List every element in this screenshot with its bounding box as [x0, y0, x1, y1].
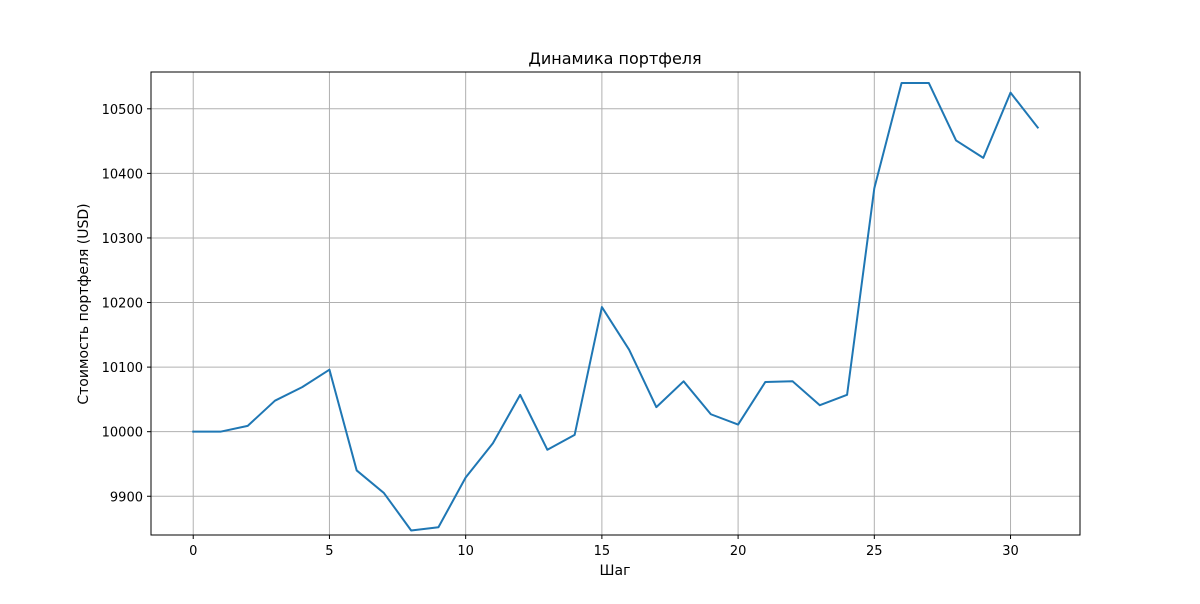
y-axis-label: Стоимость портфеля (USD) — [76, 203, 92, 404]
x-tick-label: 10 — [457, 544, 474, 559]
y-tick-label: 10200 — [102, 297, 143, 312]
x-axis-label: Шаг — [600, 563, 631, 579]
chart-title: Динамика портфеля — [528, 49, 701, 68]
y-tick-label: 10500 — [102, 103, 143, 118]
x-tick-label: 15 — [594, 544, 611, 559]
grid-layer — [151, 72, 1080, 535]
y-tick-label: 10300 — [102, 232, 143, 247]
plot-frame — [150, 71, 1081, 536]
y-tick-label: 10000 — [102, 426, 143, 441]
x-tick-label: 0 — [189, 544, 197, 559]
tick-layer: 0 5 10 15 20 25 30 9900 10000 10100 10200 10300 1040… — [102, 103, 1019, 559]
series-line — [192, 81, 1040, 532]
x-tick-label: 20 — [730, 544, 747, 559]
x-tick-label: 5 — [325, 544, 333, 559]
series-layer — [192, 81, 1040, 532]
y-tick-label: 10100 — [102, 361, 143, 376]
x-tick-label: 30 — [1002, 544, 1019, 559]
y-tick-label: 10400 — [102, 167, 143, 182]
x-tick-label: 25 — [866, 544, 883, 559]
y-tick-label: 9900 — [110, 490, 143, 505]
